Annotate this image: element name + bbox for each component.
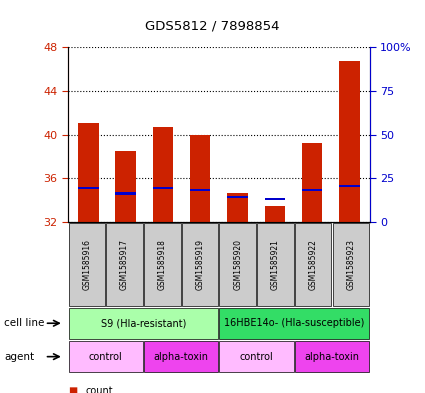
- Bar: [302, 189, 322, 191]
- Bar: [68, 308, 218, 339]
- Text: agent: agent: [4, 352, 34, 362]
- Bar: [116, 192, 136, 195]
- Text: cell line: cell line: [4, 318, 45, 328]
- Text: alpha-toxin: alpha-toxin: [305, 352, 360, 362]
- Text: GSM1585919: GSM1585919: [196, 239, 204, 290]
- Bar: [333, 223, 369, 306]
- Text: GSM1585921: GSM1585921: [271, 239, 280, 290]
- Bar: [219, 308, 369, 339]
- Text: count: count: [85, 386, 113, 393]
- Text: GSM1585923: GSM1585923: [346, 239, 355, 290]
- Text: GDS5812 / 7898854: GDS5812 / 7898854: [145, 20, 280, 33]
- Bar: [144, 341, 218, 372]
- Text: ■: ■: [68, 386, 77, 393]
- Text: 16HBE14o- (Hla-susceptible): 16HBE14o- (Hla-susceptible): [224, 318, 365, 328]
- Bar: [153, 127, 173, 222]
- Bar: [78, 187, 99, 189]
- Bar: [257, 223, 294, 306]
- Bar: [190, 189, 210, 191]
- Bar: [227, 193, 248, 222]
- Text: GSM1585916: GSM1585916: [82, 239, 91, 290]
- Bar: [339, 185, 360, 187]
- Text: control: control: [240, 352, 273, 362]
- Text: GSM1585922: GSM1585922: [309, 239, 317, 290]
- Bar: [219, 341, 294, 372]
- Bar: [106, 223, 143, 306]
- Bar: [68, 341, 143, 372]
- Text: alpha-toxin: alpha-toxin: [154, 352, 209, 362]
- Bar: [339, 61, 360, 222]
- Bar: [264, 198, 285, 200]
- Bar: [295, 341, 369, 372]
- Bar: [264, 206, 285, 222]
- Bar: [302, 143, 322, 222]
- Text: GSM1585917: GSM1585917: [120, 239, 129, 290]
- Bar: [219, 223, 256, 306]
- Bar: [78, 123, 99, 222]
- Bar: [153, 187, 173, 189]
- Text: GSM1585920: GSM1585920: [233, 239, 242, 290]
- Bar: [144, 223, 181, 306]
- Bar: [182, 223, 218, 306]
- Bar: [295, 223, 332, 306]
- Bar: [116, 151, 136, 222]
- Text: GSM1585918: GSM1585918: [158, 239, 167, 290]
- Bar: [68, 223, 105, 306]
- Bar: [190, 134, 210, 222]
- Text: control: control: [89, 352, 122, 362]
- Bar: [227, 196, 248, 198]
- Text: S9 (Hla-resistant): S9 (Hla-resistant): [101, 318, 186, 328]
